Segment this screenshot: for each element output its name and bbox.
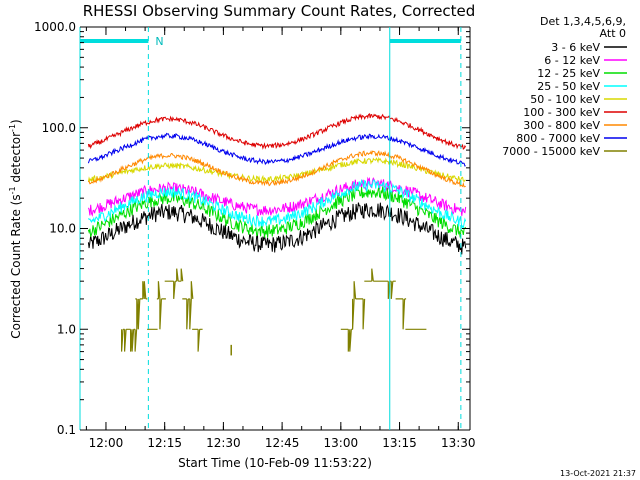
- series-line: [87, 132, 466, 167]
- flare-trace-segment: [156, 281, 166, 330]
- footer-timestamp: 13-Oct-2021 21:37: [560, 469, 636, 478]
- series-line: [87, 186, 467, 238]
- y-tick-label: 100.0: [42, 121, 76, 135]
- x-axis-label: Start Time (10-Feb-09 11:53:22): [178, 456, 372, 470]
- series-line: [87, 156, 466, 184]
- legend-label: 7000 - 15000 keV: [502, 145, 600, 158]
- y-tick-label: 10.0: [49, 222, 76, 236]
- time-markers: [79, 27, 462, 430]
- x-tick-label: 13:00: [324, 436, 359, 450]
- x-axis: 12:00 12:15 12:30 12:45 13:00 13:15 13:30: [85, 27, 476, 450]
- series-line: [88, 150, 466, 188]
- y-tick-label: 0.1: [57, 423, 76, 437]
- legend-header-line2: Att 0: [600, 27, 626, 40]
- flare-trace-segment: [192, 328, 203, 352]
- x-tick-label: 12:00: [89, 436, 124, 450]
- night-intervals: N: [80, 35, 461, 48]
- series-line: [87, 202, 467, 255]
- series-line: [87, 178, 467, 230]
- chart-title: RHESSI Observing Summary Count Rates, Co…: [83, 2, 476, 20]
- legend-label: 100 - 300 keV: [523, 106, 600, 119]
- legend-label: 12 - 25 keV: [537, 67, 600, 80]
- flare-trace-segment: [135, 281, 148, 330]
- y-axis: 0.1 1.0 10.0 100.0 1000.0: [34, 20, 470, 437]
- x-tick-label: 12:30: [206, 436, 241, 450]
- legend-header-line1: Det 1,3,4,5,6,9,: [540, 15, 626, 28]
- x-tick-label: 12:45: [265, 436, 300, 450]
- series-layer: [87, 113, 467, 356]
- flare-trace-segment: [395, 298, 407, 330]
- legend-label: 6 - 12 keV: [544, 54, 600, 67]
- flare-trace-segment: [364, 268, 396, 299]
- y-axis-label: Corrected Count Rate (s-1 detector-1): [8, 119, 23, 338]
- flare-trace-segment: [121, 328, 138, 352]
- flare-trace-segment: [352, 281, 366, 330]
- night-label: N: [155, 35, 163, 48]
- legend-label: 25 - 50 keV: [537, 80, 600, 93]
- flare-trace-segment: [182, 281, 194, 330]
- legend-label: 800 - 7000 keV: [516, 132, 600, 145]
- legend-label: 3 - 6 keV: [551, 41, 600, 54]
- x-tick-label: 12:15: [147, 436, 182, 450]
- flare-trace-segment: [340, 328, 353, 352]
- x-tick-label: 13:15: [382, 436, 417, 450]
- y-tick-label: 1.0: [57, 322, 76, 336]
- legend-label: 300 - 800 keV: [523, 119, 600, 132]
- flare-trace-segment: [164, 268, 184, 299]
- legend-label: 50 - 100 keV: [530, 93, 600, 106]
- series-line: [87, 113, 467, 150]
- series-line: [87, 176, 467, 217]
- x-tick-label: 13:30: [441, 436, 476, 450]
- y-tick-label: 1000.0: [34, 20, 76, 34]
